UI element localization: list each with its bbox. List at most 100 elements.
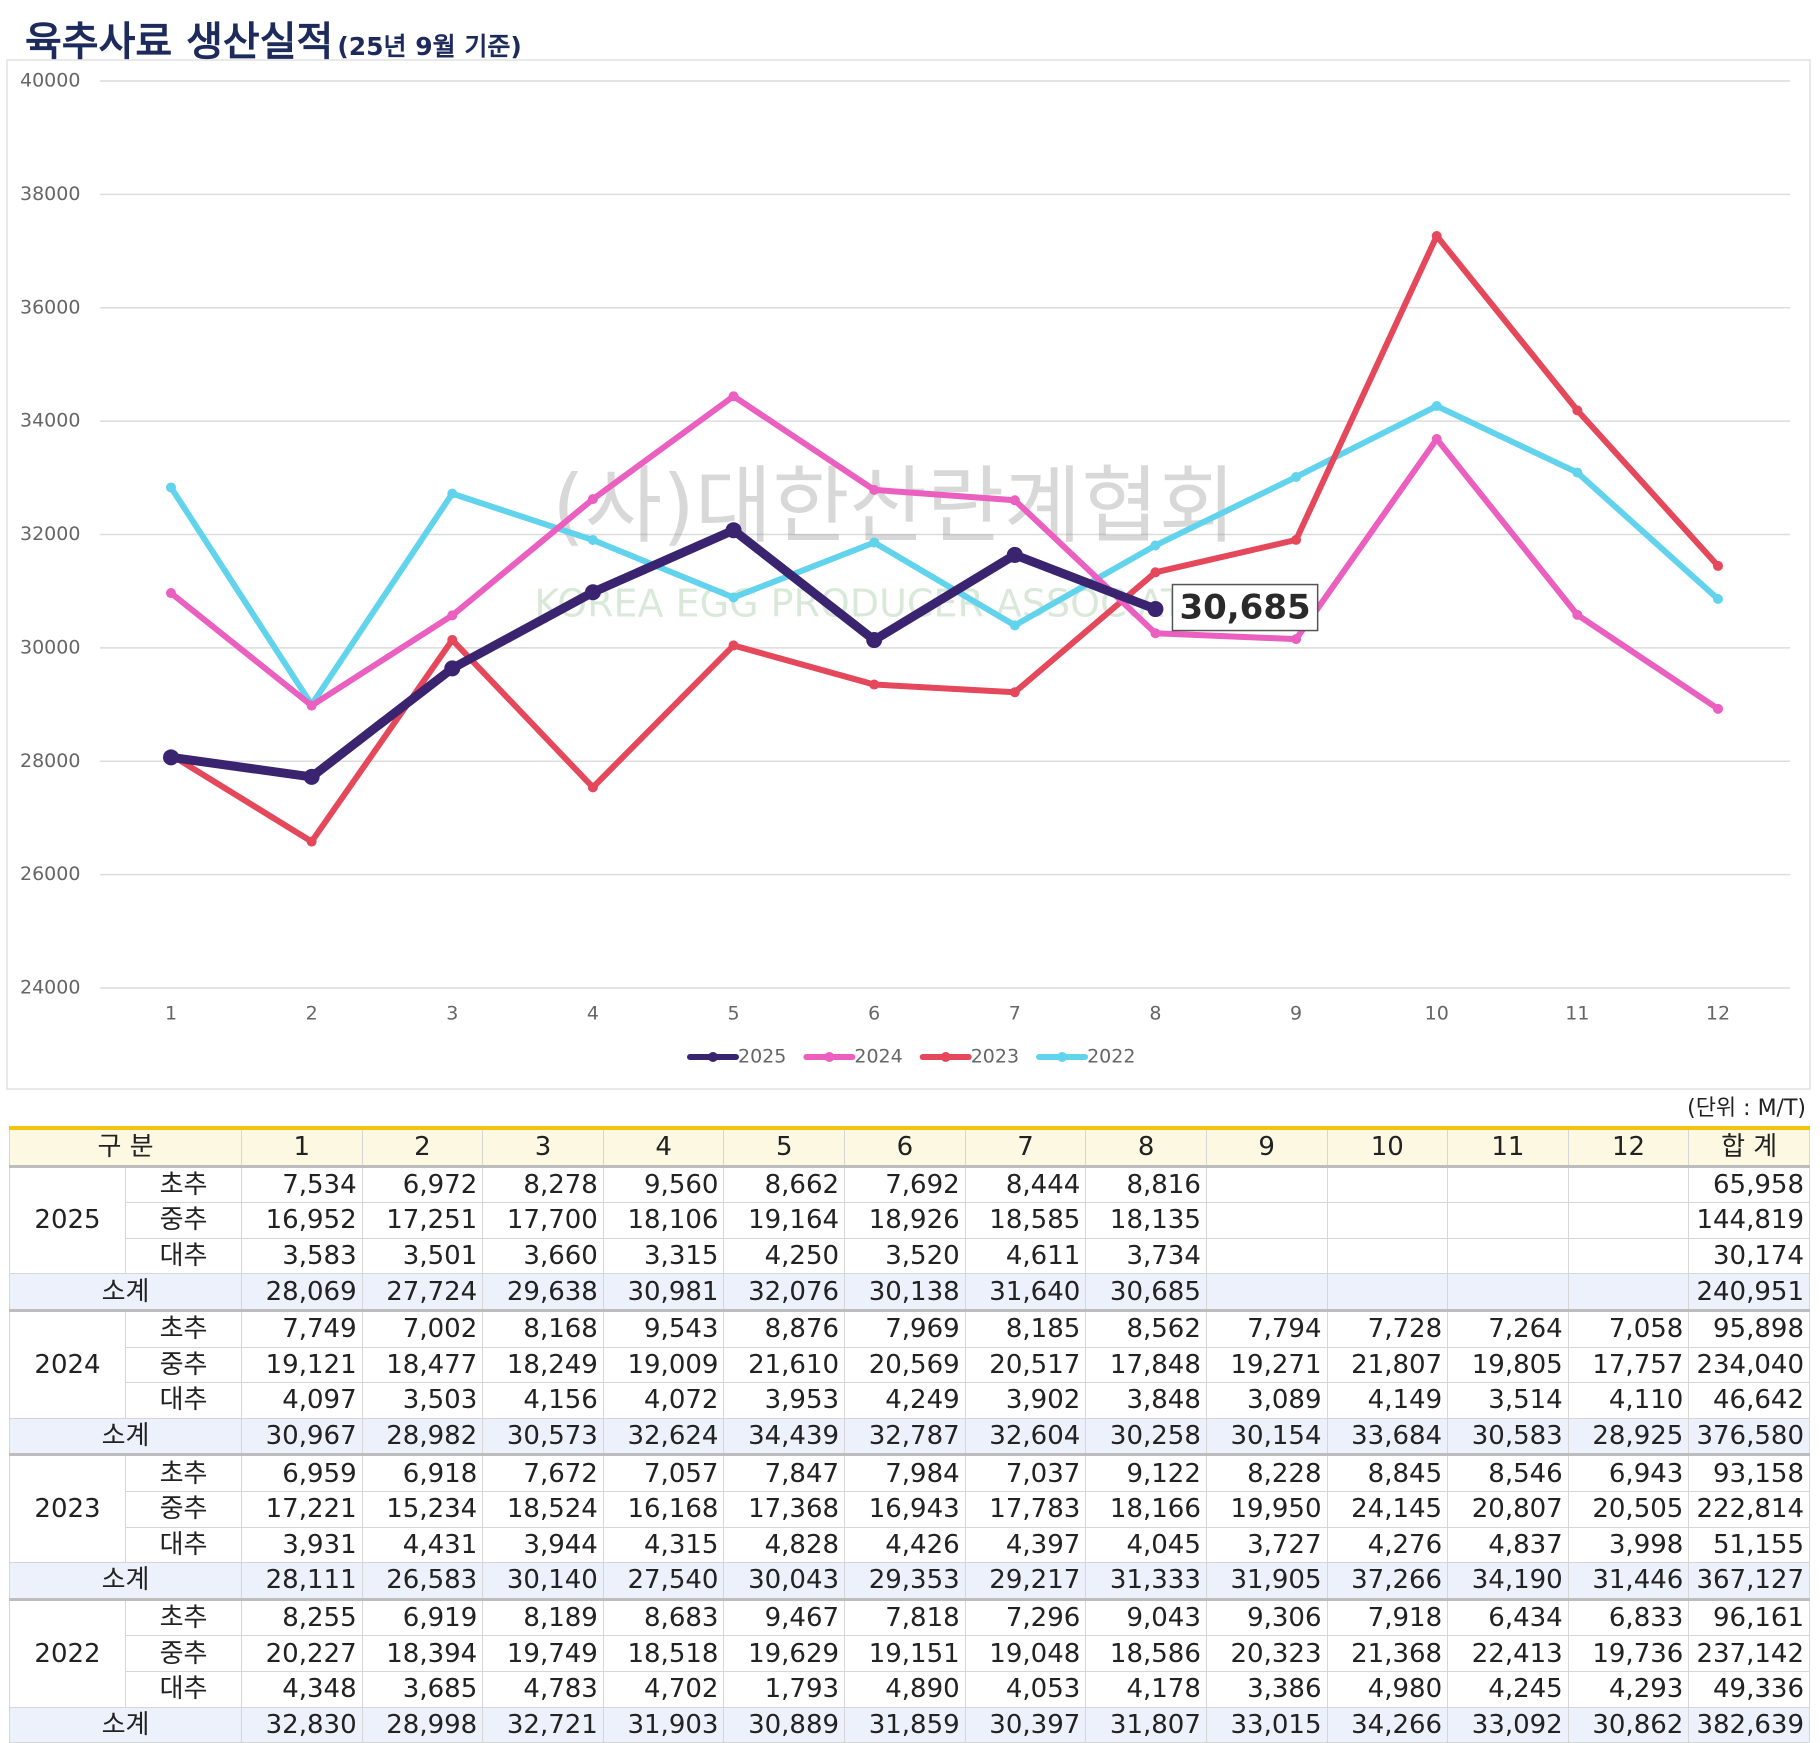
- table-cell: 초추: [124, 1164, 243, 1204]
- table-cell: 237,142: [1688, 1635, 1810, 1672]
- table-cell: 3,386: [1205, 1670, 1328, 1708]
- table-cell: 28,925: [1567, 1417, 1690, 1456]
- table-cell: 30,862: [1567, 1706, 1690, 1743]
- table-cell: 19,749: [482, 1635, 604, 1672]
- table-cell: 3,848: [1085, 1382, 1207, 1419]
- table-cell: 4,245: [1447, 1670, 1569, 1708]
- data-point: [444, 660, 461, 677]
- table-cell: 7,969: [844, 1308, 966, 1348]
- table-cell: 5: [723, 1127, 846, 1167]
- table-cell: [1567, 1202, 1690, 1239]
- table-cell: 20,323: [1205, 1635, 1328, 1672]
- table-cell: 8,845: [1326, 1453, 1449, 1492]
- legend-label: 2022: [1087, 1046, 1135, 1068]
- table-cell: 9,043: [1085, 1597, 1207, 1637]
- table-cell: 7,918: [1326, 1597, 1449, 1637]
- watermark: (사)대한산란계협회 KOREA EGG PRODUCER ASSOCIATIO…: [534, 457, 1253, 626]
- watermark-text: (사)대한산란계협회: [552, 457, 1236, 555]
- y-tick-label: 34000: [20, 410, 80, 432]
- chart-title: 육추사료 생산실적: [25, 19, 333, 65]
- table-cell: 8,662: [723, 1164, 846, 1204]
- table-cell: 2022: [9, 1597, 126, 1708]
- table-cell: 7,984: [844, 1453, 966, 1492]
- table-cell: 19,048: [964, 1635, 1087, 1672]
- table-cell: 8,185: [964, 1308, 1087, 1348]
- table-cell: 18,586: [1085, 1635, 1207, 1672]
- table-cell: 8,816: [1085, 1164, 1207, 1204]
- table-cell: 4,293: [1567, 1670, 1690, 1708]
- x-tick-label: 8: [1149, 1003, 1161, 1025]
- table-cell: 3,089: [1205, 1382, 1328, 1419]
- table-row: 2024 초추 7,749 7,002 8,168 9,543 8,876 7,969 8,18…: [9, 1308, 1810, 1419]
- table-cell: 34,190: [1447, 1562, 1569, 1600]
- table-cell: 19,151: [844, 1635, 966, 1672]
- table-cell: 30,967: [241, 1417, 363, 1456]
- data-point: [1150, 540, 1161, 551]
- table-cell: 8,228: [1205, 1453, 1328, 1492]
- table-cell: 17,368: [723, 1490, 846, 1528]
- table-cell: 7,058: [1567, 1308, 1690, 1348]
- table-cell: 12: [1567, 1127, 1690, 1167]
- table-cell: 3,503: [361, 1382, 484, 1419]
- series-line: [168, 403, 1721, 708]
- y-tick-label: 24000: [20, 977, 80, 999]
- data-point: [869, 484, 880, 495]
- data-point: [166, 482, 176, 493]
- table-cell: 3,583: [241, 1237, 363, 1275]
- table-cell: 33,092: [1447, 1706, 1569, 1743]
- table-cell: 16,943: [844, 1490, 966, 1528]
- table-cell: 31,446: [1567, 1562, 1690, 1600]
- data-point: [1150, 628, 1161, 639]
- x-tick-label: 2: [306, 1003, 318, 1025]
- data-point: [728, 640, 739, 651]
- table-cell: 4,097: [241, 1382, 363, 1419]
- table-cell: 18,166: [1085, 1490, 1207, 1528]
- table-cell: 33,015: [1205, 1706, 1328, 1743]
- table-cell: 소계: [8, 1562, 243, 1600]
- table-cell: 9: [1205, 1127, 1328, 1167]
- table-cell: 4,397: [964, 1526, 1087, 1564]
- table-cell: 95,898: [1688, 1308, 1810, 1348]
- table-cell: [1205, 1273, 1328, 1311]
- table-cell: 대추: [124, 1526, 243, 1564]
- table-cell: 28,998: [361, 1706, 484, 1743]
- table-cell: 30,583: [1447, 1417, 1569, 1456]
- table-cell: 24,145: [1326, 1490, 1449, 1528]
- table-cell: 9,543: [602, 1308, 725, 1348]
- chart: 육추사료 생산실적 (25년 9월 기준) 24000 26000 28000 300…: [6, 19, 1811, 1090]
- table-cell: 중추: [124, 1346, 243, 1384]
- table-cell: 382,639: [1688, 1706, 1810, 1743]
- table-cell: 10: [1326, 1127, 1449, 1167]
- table-cell: 중추: [124, 1635, 243, 1672]
- table-row: 대추 3,583 3,501 3,660 3,315 4,250 3,520 4,611 3,7…: [10, 1237, 1810, 1275]
- table-cell: 30,685: [1085, 1273, 1207, 1311]
- table-cell: 8,168: [482, 1308, 604, 1348]
- table-cell: [1205, 1164, 1328, 1204]
- data-point: [587, 534, 598, 545]
- data-point: [306, 700, 317, 711]
- table-cell: 21,368: [1326, 1635, 1449, 1672]
- table-cell: 7,749: [241, 1308, 363, 1348]
- table-cell: 27,540: [602, 1562, 725, 1600]
- table-cell: 18,394: [361, 1635, 484, 1672]
- data-point: [1572, 405, 1583, 416]
- table-cell: 34,439: [723, 1417, 846, 1456]
- table-cell: 대추: [124, 1670, 243, 1708]
- data-point: [1150, 567, 1161, 578]
- table-cell: [1205, 1237, 1328, 1275]
- table-cell: 7,296: [964, 1597, 1087, 1637]
- table-cell: 32,624: [602, 1417, 725, 1456]
- table-cell: 15,234: [361, 1490, 484, 1528]
- table-cell: 7,847: [723, 1453, 846, 1492]
- data-point: [587, 494, 598, 505]
- table-cell: 4,783: [482, 1670, 604, 1708]
- data-point: [1431, 401, 1442, 412]
- table-cell: 1: [241, 1127, 363, 1167]
- table-cell: 4,053: [964, 1670, 1087, 1708]
- y-tick-label: 30000: [20, 636, 80, 658]
- table-row: 2025 초추 7,534 6,972 8,278 9,560 8,662 7,692 8,44…: [9, 1164, 1810, 1275]
- table-cell: [1447, 1237, 1569, 1275]
- table-cell: 20,569: [844, 1346, 966, 1384]
- table-cell: 240,951: [1688, 1273, 1810, 1311]
